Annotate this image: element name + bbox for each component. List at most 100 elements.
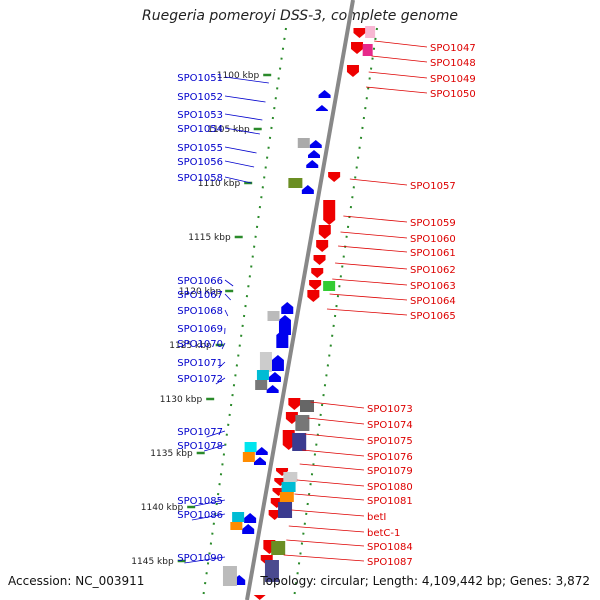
left-gene-label: SPO1069 <box>177 324 223 335</box>
gene-function-box <box>267 311 280 321</box>
right-gene-label: SPO1080 <box>367 482 413 493</box>
forward-gene-arrow <box>281 302 294 314</box>
left-label-leader <box>224 279 234 287</box>
right-label-leader <box>304 433 365 441</box>
right-gene-label: SPO1063 <box>410 281 456 292</box>
map-title: Ruegeria pomeroyi DSS-3, complete genome <box>142 8 458 24</box>
forward-gene-arrow <box>301 185 314 194</box>
right-gene-label: SPO1073 <box>367 404 413 415</box>
left-label-leader <box>224 95 266 103</box>
gene-function-box <box>242 452 255 462</box>
right-label-leader <box>302 449 365 457</box>
left-gene-label: SPO1086 <box>177 510 223 521</box>
reverse-gene-arrow <box>307 290 320 302</box>
kbp-tick-label: 1115 kbp <box>188 233 231 243</box>
kbp-tick-label: 1110 kbp <box>198 179 241 189</box>
reverse-gene-arrow <box>274 478 287 486</box>
left-label-leader <box>224 127 260 135</box>
right-label-leader <box>291 509 365 517</box>
left-gene-label: SPO1058 <box>177 173 223 184</box>
reverse-gene-arrow <box>272 488 285 496</box>
reverse-gene-arrow <box>351 42 364 54</box>
right-gene-label: betC-1 <box>367 528 400 539</box>
left-gene-label: SPO1054 <box>177 124 223 135</box>
right-gene-label: SPO1049 <box>430 74 476 85</box>
right-label-leader <box>286 539 365 547</box>
left-gene-label: SPO1056 <box>177 157 223 168</box>
left-gene-label: SPO1068 <box>177 306 223 317</box>
gene-function-box <box>259 352 272 372</box>
right-label-leader <box>343 215 408 223</box>
right-label-leader <box>338 245 408 253</box>
left-gene-label: SPO1055 <box>177 143 223 154</box>
reverse-gene-arrow <box>268 510 281 520</box>
left-gene-label: SPO1085 <box>177 496 223 507</box>
reverse-gene-arrow <box>285 412 298 424</box>
forward-gene-arrow <box>244 513 257 523</box>
right-gene-label: SPO1059 <box>410 218 456 229</box>
left-label-leader <box>224 160 255 168</box>
left-tick-track <box>202 27 287 599</box>
left-label-leader <box>224 309 229 317</box>
left-label-leader <box>203 444 226 452</box>
forward-gene-arrow <box>276 330 289 348</box>
gene-function-box <box>222 566 237 586</box>
genome-backbone <box>245 0 355 600</box>
right-label-leader <box>335 262 408 270</box>
forward-gene-arrow <box>306 160 319 168</box>
left-label-leader <box>194 499 226 507</box>
left-label-leader <box>224 113 263 121</box>
gene-function-box <box>264 560 279 582</box>
forward-gene-arrow <box>266 385 279 393</box>
forward-gene-arrow <box>255 447 268 455</box>
reverse-gene-arrow <box>282 430 295 450</box>
reverse-gene-arrow <box>328 172 341 182</box>
right-label-leader <box>340 231 408 239</box>
forward-gene-arrow <box>253 457 266 465</box>
right-gene-label: SPO1074 <box>367 420 413 431</box>
reverse-gene-arrow <box>276 468 289 476</box>
reverse-gene-arrow <box>316 240 329 252</box>
right-gene-label: SPO1062 <box>410 265 456 276</box>
right-gene-label: SPO1084 <box>367 542 413 553</box>
reverse-gene-arrow <box>253 595 266 600</box>
right-gene-label: SPO1087 <box>367 557 413 568</box>
left-label-leader <box>224 146 257 154</box>
gene-function-box <box>230 522 243 530</box>
kbp-tick-label: 1105 kbp <box>207 125 250 135</box>
right-label-leader <box>366 86 428 94</box>
right-label-leader <box>296 479 365 487</box>
left-label-leader <box>224 176 252 184</box>
forward-gene-arrow <box>242 524 255 534</box>
kbp-tick-label: 1120 kbp <box>179 287 222 297</box>
right-tick-track <box>293 27 378 599</box>
forward-gene-arrow <box>309 140 322 148</box>
forward-gene-arrow <box>318 90 331 98</box>
kbp-tick-label: 1130 kbp <box>160 395 203 405</box>
right-label-leader <box>374 40 428 48</box>
left-gene-label: SPO1066 <box>177 276 223 287</box>
left-label-leader <box>224 293 231 301</box>
right-label-leader <box>294 493 365 501</box>
right-gene-label: SPO1048 <box>430 58 476 69</box>
right-gene-label: SPO1047 <box>430 43 476 54</box>
right-gene-label: SPO1061 <box>410 248 456 259</box>
right-label-leader <box>368 71 428 79</box>
right-gene-label: SPO1079 <box>367 466 413 477</box>
reverse-gene-arrow <box>309 280 322 290</box>
gene-function-box <box>365 26 376 38</box>
left-gene-label: SPO1070 <box>177 339 223 350</box>
right-label-leader <box>288 525 365 533</box>
left-gene-label: SPO1072 <box>177 374 223 385</box>
forward-gene-arrow <box>268 372 281 382</box>
reverse-gene-arrow <box>346 65 359 77</box>
left-label-leader <box>206 430 226 438</box>
right-label-leader <box>299 463 365 471</box>
left-label-leader <box>191 513 226 521</box>
forward-gene-arrow <box>315 105 328 111</box>
reverse-gene-arrow <box>288 398 301 410</box>
right-label-leader <box>371 55 428 63</box>
left-gene-label: SPO1052 <box>177 92 223 103</box>
forward-gene-arrow <box>308 150 321 158</box>
